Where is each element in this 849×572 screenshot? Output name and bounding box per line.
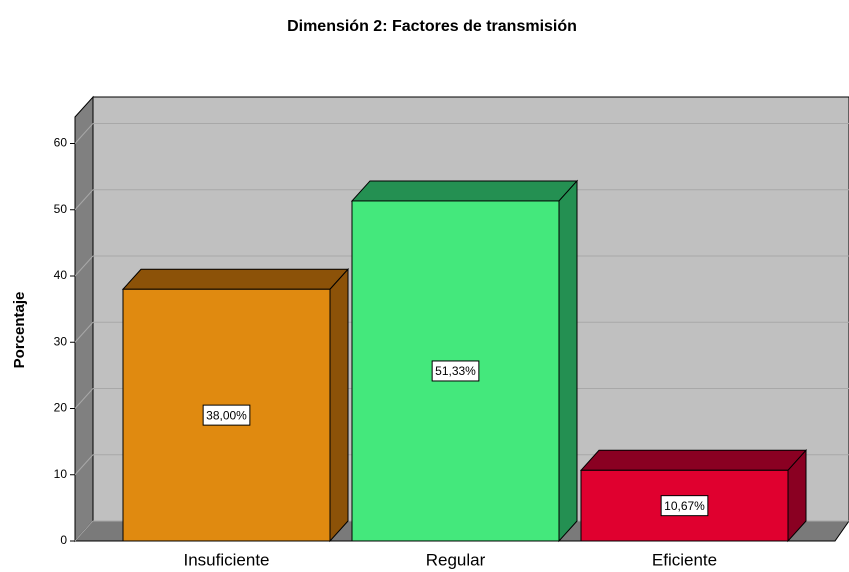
x-tick-label: Insuficiente xyxy=(184,550,270,569)
bar-side xyxy=(558,179,578,543)
bar-top xyxy=(350,180,579,202)
grid-line xyxy=(74,388,94,409)
x-tick-label: Regular xyxy=(426,550,486,569)
y-tick-label: 50 xyxy=(54,202,68,216)
y-tick-label: 0 xyxy=(60,533,67,547)
grid-line xyxy=(74,189,94,211)
grid-line xyxy=(74,255,94,277)
chart-title: Dimensión 2: Factores de transmisión xyxy=(287,18,577,35)
x-tick-label: Eficiente xyxy=(652,550,717,569)
value-label-box xyxy=(660,495,709,517)
grid-line xyxy=(74,454,94,476)
value-label: 38,00% xyxy=(206,408,247,422)
y-axis-label: Porcentaje xyxy=(11,292,28,369)
y-tick-label: 30 xyxy=(54,334,68,348)
y-tick-label: 60 xyxy=(54,136,68,150)
y-tick-label: 20 xyxy=(54,401,68,415)
left-wall xyxy=(74,95,94,543)
bar-top xyxy=(121,268,350,290)
grid-line xyxy=(74,321,94,343)
bar-side xyxy=(329,267,349,543)
y-tick-label: 40 xyxy=(54,268,68,282)
bar-top xyxy=(579,449,808,471)
value-label: 10,67% xyxy=(664,499,705,513)
value-label-box xyxy=(202,404,251,426)
value-label-box xyxy=(431,360,480,382)
grid-line xyxy=(74,520,94,542)
y-tick-label: 10 xyxy=(54,467,68,481)
grid-line xyxy=(74,123,94,144)
value-label: 51,33% xyxy=(435,364,476,378)
